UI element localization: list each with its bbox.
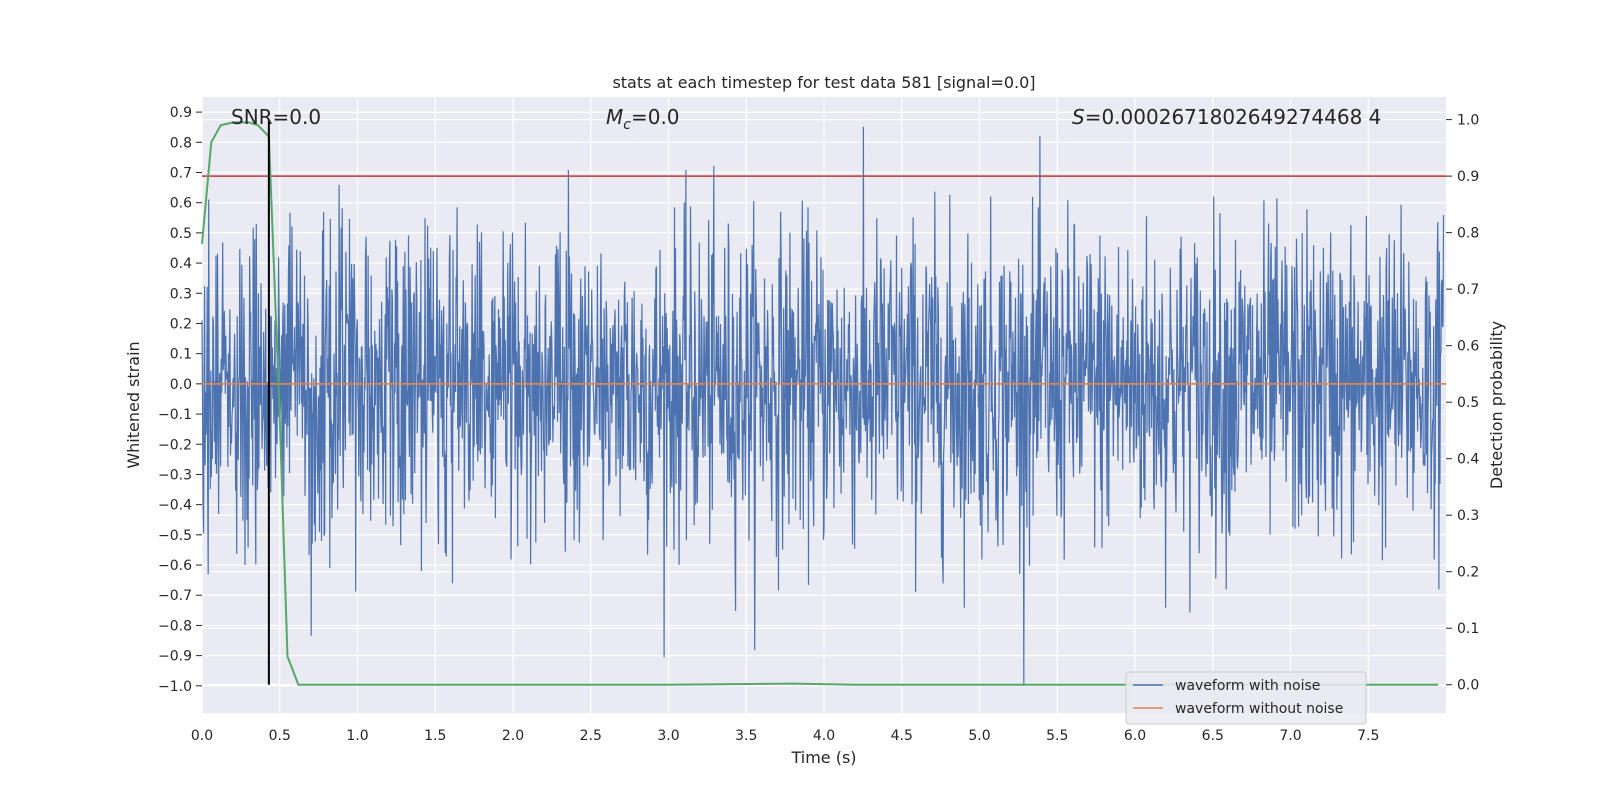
y2-tick-label: 0.6 [1457,339,1479,355]
x-tick-label: 7.0 [1279,728,1301,744]
x-tick-label: 1.5 [424,728,446,744]
y-tick-label: −0.3 [158,467,192,483]
x-tick-label: 2.5 [580,728,602,744]
x-axis-label: Time (s) [790,748,856,767]
x-tick-label: 3.0 [657,728,679,744]
y2-tick-label: 0.9 [1457,169,1479,185]
y-tick-label: 0.2 [170,316,192,332]
x-tick-label: 4.5 [891,728,913,744]
y-tick-label: 0.7 [170,165,192,181]
y-axis-label: Whitened strain [124,341,143,468]
s-symbol: S [1072,105,1085,129]
series-waveform-with-noise [201,126,1445,686]
y-tick-label: −0.4 [158,498,192,514]
x-tick-label: 0.0 [191,728,213,744]
y-tick-label: −0.2 [158,437,192,453]
y2-axis-label: Detection probability [1487,321,1506,489]
y-tick-label: −0.9 [158,649,192,665]
y-tick-label: −0.7 [158,588,192,604]
y2-tick-label: 1.0 [1457,113,1479,129]
chirp-mass-value: =0.0 [631,105,680,129]
x-tick-label: 7.5 [1357,728,1379,744]
s-value: =0.0002671802649274468 4 [1085,105,1382,129]
y-tick-label: −0.8 [158,618,192,634]
y-tick-label: 0.9 [170,105,192,121]
y-tick-label: 0.4 [170,256,192,272]
legend-label-waveform-without-noise: waveform without noise [1175,701,1343,717]
y2-tick-label: 0.3 [1457,508,1479,524]
legend-label-waveform-with-noise: waveform with noise [1175,678,1320,694]
y-tick-label: −0.6 [158,558,192,574]
chirp-mass-annotation: Mc=0.0 [606,105,680,133]
chirp-mass-subscript: c [623,117,631,133]
y2-axis-ticks: 0.0 0.1 0.2 0.3 0.4 0.5 0.6 0.7 0.8 0.9 1.0 [1446,113,1479,694]
series-layer [201,119,1446,686]
y-axis-ticks: −1.0 −0.9 −0.8 −0.7 −0.6 −0.5 −0.4 −0.3 −0.2 −0.1… [158,105,202,695]
y2-tick-label: 0.2 [1457,565,1479,581]
legend: waveform with noise waveform without noi… [1125,671,1367,725]
snr-annotation: SNR=0.0 [231,105,321,129]
x-tick-label: 5.0 [968,728,990,744]
x-tick-label: 3.5 [735,728,757,744]
y2-tick-label: 0.1 [1457,621,1479,637]
y2-tick-label: 0.4 [1457,452,1479,468]
y-tick-label: 0.8 [170,135,192,151]
y2-tick-label: 0.0 [1457,678,1479,694]
y2-tick-label: 0.7 [1457,282,1479,298]
legend-box [1125,671,1367,725]
y-tick-label: −0.1 [158,407,192,423]
y-tick-label: −0.5 [158,528,192,544]
y-tick-label: −1.0 [158,679,192,695]
x-tick-label: 2.0 [502,728,524,744]
y2-tick-label: 0.5 [1457,395,1479,411]
x-tick-label: 6.5 [1202,728,1224,744]
x-tick-label: 1.0 [346,728,368,744]
chirp-mass-symbol: M [606,105,623,129]
x-axis-ticks: 0.0 0.5 1.0 1.5 2.0 2.5 3.0 3.5 4.0 4.5 5.0 5.5 6.0 6… [191,728,1380,744]
y-tick-label: 0.1 [170,347,192,363]
x-tick-label: 4.0 [813,728,835,744]
series-detection-probability [201,121,1439,686]
x-tick-label: 6.0 [1124,728,1146,744]
x-tick-label: 0.5 [269,728,291,744]
s-annotation: S=0.0002671802649274468 4 [1072,105,1381,129]
chart-title: stats at each timestep for test data 581… [612,73,1035,92]
y-tick-label: 0.0 [170,377,192,393]
y-tick-label: 0.6 [170,196,192,212]
y2-tick-label: 0.8 [1457,226,1479,242]
y-tick-label: 0.5 [170,226,192,242]
y-tick-label: 0.3 [170,286,192,302]
x-tick-label: 5.5 [1046,728,1068,744]
